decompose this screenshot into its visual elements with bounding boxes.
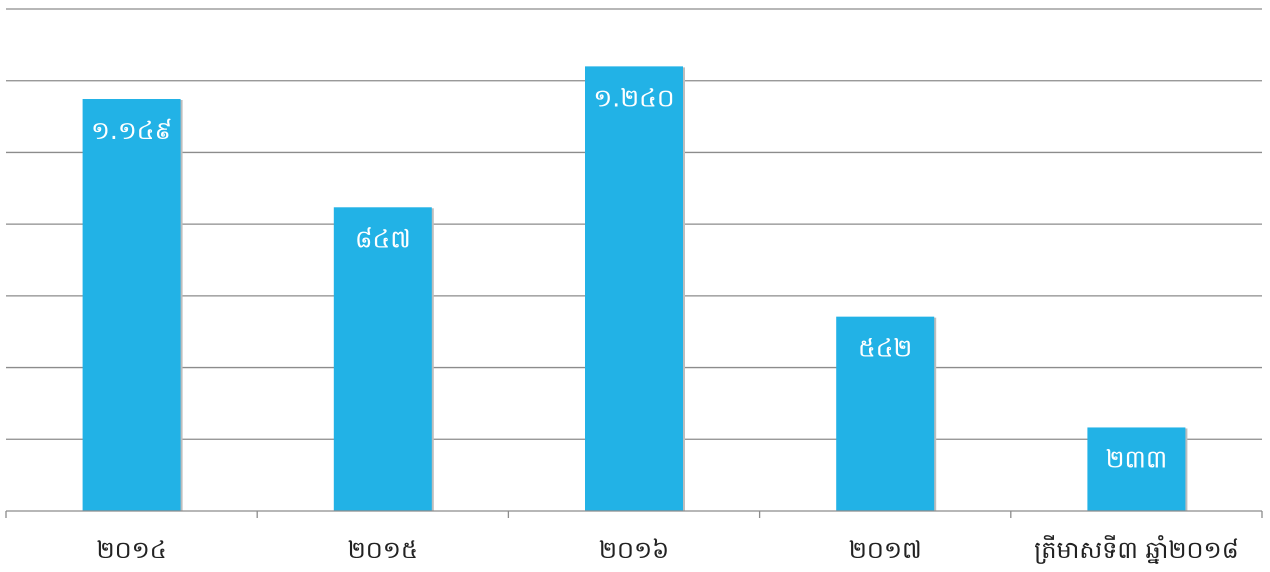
x-tick-label: ២០១៧ — [849, 536, 922, 564]
data-label: ១.១៤៩ — [91, 116, 172, 145]
x-tick-label: ត្រីមាសទី៣ ឆ្នាំ២០១៨ — [1034, 535, 1239, 564]
bar — [836, 316, 935, 511]
x-tick-label: ២០១៥ — [348, 536, 418, 564]
data-label: ៥៤២ — [858, 334, 912, 363]
data-label: ៨៤៧ — [355, 224, 411, 253]
bar — [585, 66, 683, 511]
bar — [333, 207, 432, 512]
data-label: ២៣៣ — [1106, 444, 1168, 473]
x-tick-label: ២០១៦ — [599, 536, 669, 564]
x-axis — [5, 510, 1263, 518]
x-tick-label: ២០១៤ — [96, 536, 166, 564]
bars — [82, 66, 1188, 512]
bar — [1087, 427, 1186, 511]
bar — [82, 99, 181, 511]
data-label: ១.២៤០ — [593, 83, 674, 112]
